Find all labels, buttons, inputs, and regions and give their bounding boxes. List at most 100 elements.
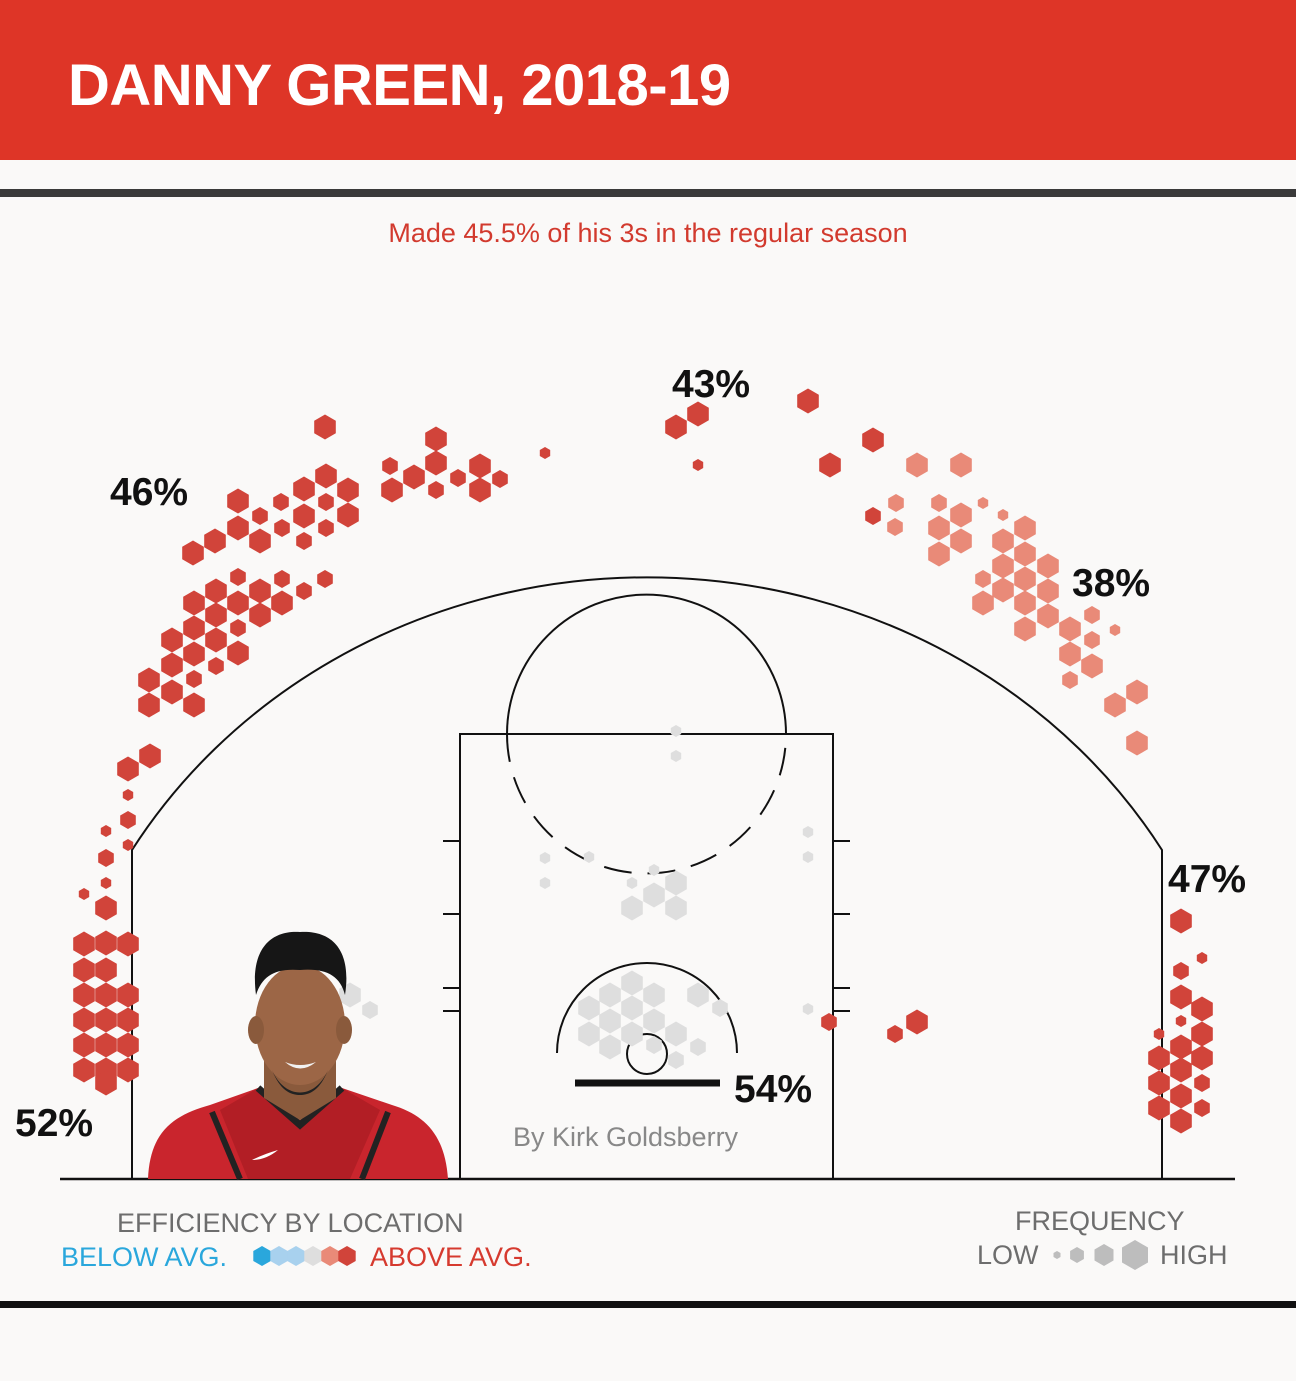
page-title: DANNY GREEN, 2018-19	[68, 53, 731, 118]
hex-above-avg	[138, 692, 160, 718]
hex-above-avg	[1191, 1021, 1213, 1047]
hex-above-avg	[1196, 952, 1208, 964]
hex-slightly-above-avg	[977, 497, 989, 509]
hex-above-avg	[1170, 1108, 1192, 1134]
pct-right-corner: 47%	[1168, 858, 1246, 901]
court-lines	[60, 576, 1235, 1181]
hex-above-avg	[1153, 1028, 1165, 1040]
pct-top-key: 43%	[672, 363, 750, 406]
bottom-divider	[0, 1301, 1296, 1308]
legend-efficiency-swatch	[253, 1246, 271, 1266]
hex-average	[621, 995, 643, 1021]
hex-average	[802, 826, 814, 838]
hex-average	[621, 895, 643, 921]
hex-above-avg	[274, 570, 290, 588]
legend-efficiency-title: EFFICIENCY BY LOCATION	[117, 1208, 464, 1238]
hex-above-avg	[318, 519, 334, 537]
legend-efficiency-swatch	[287, 1246, 305, 1266]
hex-average	[670, 750, 682, 762]
hex-above-avg	[138, 667, 160, 693]
hex-average	[648, 864, 660, 876]
hex-above-avg	[381, 477, 403, 503]
hex-above-avg	[139, 743, 161, 769]
hex-above-avg	[469, 453, 491, 479]
legend-efficiency-scale	[253, 1246, 356, 1266]
hex-average	[802, 851, 814, 863]
hex-above-avg	[100, 825, 112, 837]
hex-above-avg	[95, 982, 117, 1008]
hex-above-avg	[425, 426, 447, 452]
hex-slightly-above-avg	[1014, 515, 1036, 541]
hex-above-avg	[186, 670, 202, 688]
hex-average	[578, 995, 600, 1021]
hex-above-avg	[208, 657, 224, 675]
hex-above-avg	[205, 578, 227, 604]
hex-above-avg	[906, 1009, 928, 1035]
hex-slightly-above-avg	[1084, 606, 1100, 624]
hex-above-avg	[1191, 1045, 1213, 1071]
hex-above-avg	[98, 849, 114, 867]
hex-above-avg	[314, 414, 336, 440]
hex-above-avg	[183, 615, 205, 641]
hex-slightly-above-avg	[950, 528, 972, 554]
hex-above-avg	[797, 388, 819, 414]
hex-average	[539, 877, 551, 889]
hex-above-avg	[227, 640, 249, 666]
hex-above-avg	[117, 1032, 139, 1058]
hex-above-avg	[315, 463, 337, 489]
hex-above-avg	[249, 578, 271, 604]
hex-slightly-above-avg	[1104, 692, 1126, 718]
hex-above-avg	[249, 602, 271, 628]
hex-above-avg	[450, 469, 466, 487]
hex-above-avg	[95, 1007, 117, 1033]
hex-above-avg	[161, 627, 183, 653]
hex-slightly-above-avg	[1014, 616, 1036, 642]
hex-average	[687, 982, 709, 1008]
hex-slightly-above-avg	[992, 553, 1014, 579]
hex-average	[690, 1038, 706, 1056]
hex-above-avg	[227, 488, 249, 514]
hex-average	[665, 1021, 687, 1047]
hex-slightly-above-avg	[1109, 624, 1121, 636]
hex-slightly-above-avg	[950, 502, 972, 528]
hex-above-avg	[469, 477, 491, 503]
rim	[626, 1033, 668, 1075]
three-point-line	[131, 576, 1163, 1179]
hex-above-avg	[122, 839, 134, 851]
hex-above-avg	[100, 877, 112, 889]
hex-average	[599, 982, 621, 1008]
header-banner: DANNY GREEN, 2018-19	[0, 0, 1296, 160]
hex-above-avg	[78, 888, 90, 900]
hex-above-avg	[271, 590, 293, 616]
hex-above-avg	[117, 931, 139, 957]
hex-above-avg	[492, 470, 508, 488]
hex-slightly-above-avg	[972, 590, 994, 616]
hex-above-avg	[249, 528, 271, 554]
hex-above-avg	[425, 450, 447, 476]
hex-average	[802, 1003, 814, 1015]
hex-above-avg	[1170, 1083, 1192, 1109]
hex-above-avg	[1148, 1095, 1170, 1121]
hex-above-avg	[687, 401, 709, 427]
hex-above-avg	[117, 1007, 139, 1033]
hex-slightly-above-avg	[928, 541, 950, 567]
hex-above-avg	[862, 427, 884, 453]
hex-above-avg	[227, 590, 249, 616]
pct-left-wing: 46%	[110, 471, 188, 514]
hex-above-avg	[73, 1032, 95, 1058]
hex-slightly-above-avg	[1084, 631, 1100, 649]
hex-slightly-above-avg	[887, 518, 903, 536]
legend-frequency-scale	[1053, 1240, 1148, 1270]
hex-above-avg	[428, 481, 444, 499]
hex-slightly-above-avg	[888, 494, 904, 512]
legend-efficiency-swatch	[304, 1246, 322, 1266]
hex-slightly-above-avg	[1037, 553, 1059, 579]
hex-above-avg	[317, 570, 333, 588]
hex-slightly-above-avg	[1014, 541, 1036, 567]
hex-above-avg	[821, 1013, 837, 1031]
hex-average	[643, 1008, 665, 1034]
hex-above-avg	[296, 532, 312, 550]
hex-above-avg	[122, 789, 134, 801]
hex-above-avg	[865, 507, 881, 525]
legend-high-label: HIGH	[1160, 1240, 1228, 1270]
